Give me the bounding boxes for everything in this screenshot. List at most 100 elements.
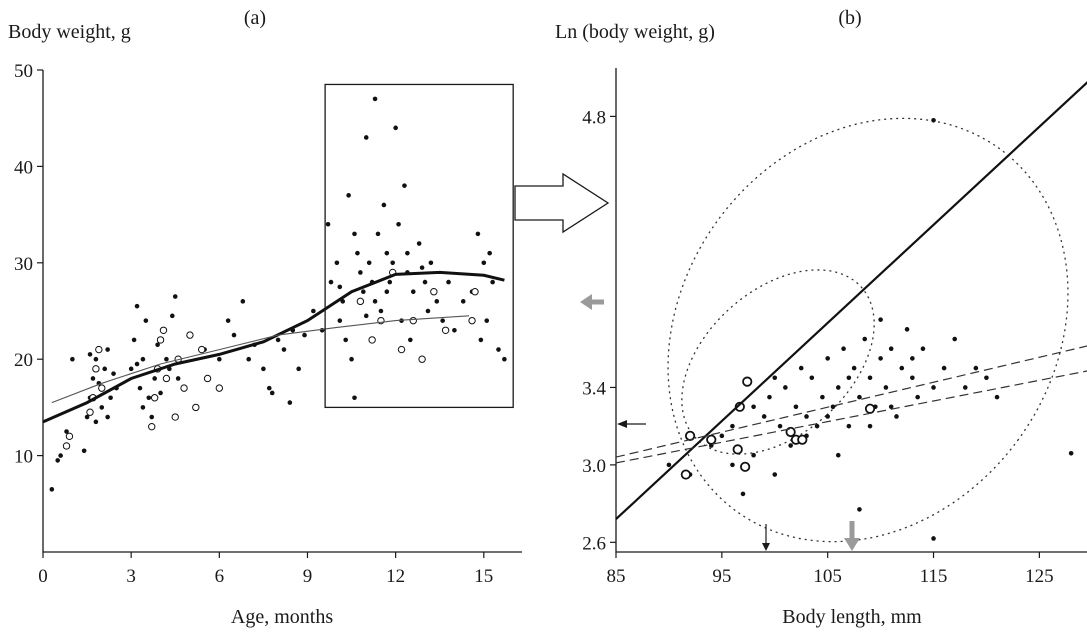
a-data-point [363, 313, 369, 319]
a-data-point [102, 366, 108, 372]
a-data-point [99, 405, 105, 410]
a-data-point [93, 356, 99, 362]
a-data-point [55, 458, 60, 463]
a-open-point [441, 326, 450, 334]
a-data-point [84, 414, 90, 420]
b-x-tick-label: 125 [1025, 566, 1054, 587]
a-data-point [134, 361, 140, 367]
a-data-point [87, 352, 93, 357]
a-open-point [148, 422, 156, 431]
b-open-point [864, 403, 876, 414]
a-data-point [266, 385, 272, 391]
b-data-point [740, 491, 746, 497]
a-data-point [496, 347, 501, 352]
a-data-point [428, 260, 434, 266]
a-data-point [137, 385, 143, 391]
b-x-tick-label: 95 [712, 566, 731, 587]
a-data-point [58, 453, 63, 458]
a-y-tick-label: 30 [14, 254, 33, 275]
panel-a: Body weight, g (a) 0 3 6 9 12 15 10 20 30 40 50 Ag… [8, 7, 522, 628]
b-open-point [680, 469, 691, 480]
a-open-point [92, 365, 100, 373]
b-data-point [962, 385, 968, 390]
a-data-point [281, 347, 287, 352]
b-data-point [878, 317, 883, 322]
b-data-point [835, 385, 841, 390]
a-x-tick-label: 3 [126, 566, 136, 587]
a-x-tick-label: 15 [474, 566, 493, 587]
a-data-point [70, 356, 75, 362]
a-data-point [358, 270, 363, 275]
b-open-point [706, 434, 717, 445]
b-data-point [894, 414, 899, 419]
b-data-point [814, 423, 820, 429]
a-data-point [378, 308, 384, 314]
a-data-point [355, 250, 360, 256]
b-data-point [772, 472, 778, 477]
a-data-point [108, 395, 113, 401]
a-data-point [334, 260, 340, 266]
b-data-point [857, 507, 862, 512]
a-x-tick-label: 0 [38, 566, 48, 587]
a-x-tick-label: 9 [303, 566, 313, 587]
a-open-point [215, 384, 224, 392]
black-arrowhead-down-icon [762, 543, 770, 551]
a-data-point [337, 318, 343, 323]
a-data-point [419, 265, 425, 270]
a-data-point [217, 356, 222, 362]
b-data-point [666, 462, 672, 468]
b-x-tick-label: 115 [920, 566, 948, 587]
a-data-point [434, 299, 440, 304]
a-x-tick-label: 12 [386, 566, 405, 587]
a-data-point [402, 183, 407, 188]
a-data-point [175, 376, 181, 381]
b-data-point [777, 423, 783, 429]
panel-b-ylabel: Ln (body weight, g) [555, 21, 715, 43]
a-open-point [397, 345, 406, 354]
a-y-tick-label: 40 [14, 157, 33, 178]
a-data-point [287, 400, 293, 405]
a-data-point [375, 231, 381, 237]
a-data-point [384, 250, 390, 256]
a-y-tick-label: 10 [14, 447, 33, 468]
a-data-point [140, 356, 146, 362]
a-data-point [408, 337, 413, 343]
b-data-point [878, 356, 883, 361]
a-y-tick-label: 50 [14, 61, 33, 82]
a-open-point [62, 442, 71, 450]
a-open-point [197, 345, 206, 354]
b-data-point [798, 365, 804, 371]
b-data-point [915, 394, 920, 400]
b-data-point [809, 375, 815, 381]
a-data-point [452, 327, 457, 333]
b-data-point [772, 375, 778, 381]
b-data-point [788, 443, 793, 448]
b-data-point [973, 365, 979, 371]
gray-arrowhead-left-icon [580, 294, 592, 310]
b-dashed-regression-1 [615, 345, 1087, 458]
b-data-point [719, 433, 725, 439]
a-data-point [343, 337, 348, 343]
a-data-point [325, 221, 331, 227]
a-open-point [65, 432, 74, 441]
b-data-point [846, 423, 852, 429]
b-open-point [740, 461, 751, 472]
b-data-point [804, 414, 809, 419]
panel-a-marks [42, 96, 507, 492]
a-open-point [159, 326, 168, 334]
a-open-point [409, 316, 417, 325]
a-data-point [393, 125, 398, 131]
panel-b-xlabel: Body length, mm [782, 606, 922, 628]
b-data-point [862, 336, 868, 342]
a-data-point [372, 96, 378, 102]
a-data-point [422, 279, 428, 285]
b-open-point [797, 434, 808, 445]
b-y-tick-label: 2.6 [582, 533, 606, 554]
b-data-point [888, 404, 894, 410]
a-data-point [381, 202, 387, 208]
a-data-point [134, 303, 140, 309]
a-open-point [356, 297, 365, 306]
panel-b-marks [615, 81, 1087, 541]
a-data-point [352, 231, 357, 237]
